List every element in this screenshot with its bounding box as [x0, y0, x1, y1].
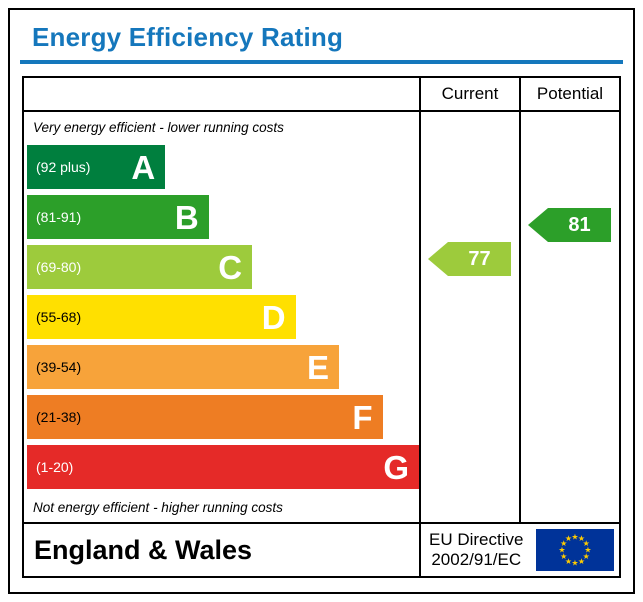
bands: (92 plus) A (81-91) B (69-80) C (55-68) D (39-54…: [24, 142, 419, 492]
svg-text:★: ★: [584, 546, 591, 555]
rating-scale: Very energy efficient - lower running co…: [24, 112, 419, 522]
bottom-caption: Not energy efficient - higher running co…: [33, 499, 283, 515]
band-range-label: (92 plus): [36, 159, 91, 175]
band-bar-c: (69-80) C: [27, 245, 253, 289]
band-letter: B: [174, 198, 199, 236]
band-range-label: (1-20): [36, 459, 74, 475]
band-row-d: (55-68) D: [24, 292, 419, 342]
svg-text:★: ★: [583, 539, 590, 548]
table-header: Current Potential: [24, 78, 619, 112]
eu-directive-label: EU Directive 2002/91/EC: [429, 530, 523, 570]
band-range-label: (55-68): [36, 309, 82, 325]
band-bar-b: (81-91) B: [27, 195, 209, 239]
svg-text:★: ★: [565, 557, 572, 566]
band-letter: F: [352, 398, 373, 436]
potential-column: 81: [519, 112, 619, 522]
svg-text:★: ★: [558, 546, 565, 555]
svg-text:★: ★: [571, 559, 578, 568]
region-label: England & Wales: [34, 534, 253, 565]
band-row-c: (69-80) C: [24, 242, 419, 292]
energy-rating-table: Current Potential Very energy efficient …: [22, 76, 621, 578]
current-arrow-tip-icon: [428, 242, 448, 276]
band-row-e: (39-54) E: [24, 342, 419, 392]
title-underline: [20, 60, 623, 64]
page-title: Energy Efficiency Rating: [32, 22, 344, 52]
table-footer: England & Wales EU Directive 2002/91/EC …: [24, 524, 619, 576]
eu-directive-line1: EU Directive: [429, 529, 524, 549]
svg-text:★: ★: [571, 533, 578, 542]
svg-text:★: ★: [578, 557, 585, 566]
potential-arrow-tip-icon: [528, 208, 548, 242]
chart-body: Very energy efficient - lower running co…: [24, 112, 619, 524]
band-range-label: (21-38): [36, 409, 82, 425]
band-letter: A: [131, 148, 156, 186]
band-bar-d: (55-68) D: [27, 295, 296, 339]
svg-text:★: ★: [565, 534, 572, 543]
current-column-header: Current: [419, 78, 519, 110]
current-rating-value: 77: [448, 242, 511, 276]
band-letter: D: [261, 298, 286, 336]
band-row-f: (21-38) F: [24, 392, 419, 442]
band-bar-g: (1-20) G: [27, 445, 419, 489]
band-bar-a: (92 plus) A: [27, 145, 166, 189]
band-range-label: (81-91): [36, 209, 82, 225]
chart-header-spacer: [24, 78, 419, 110]
band-letter: E: [307, 348, 330, 386]
band-range-label: (39-54): [36, 359, 82, 375]
band-bar-e: (39-54) E: [27, 345, 340, 389]
eu-flag-icon: ★ ★★★★★★★★★★★: [536, 529, 614, 571]
band-letter: C: [218, 248, 243, 286]
band-letter: G: [383, 448, 409, 486]
directive-cell: EU Directive 2002/91/EC ★ ★ ★ ★ ★ ★ ★ ★ ★ ★ ★ ★: [419, 524, 619, 576]
epc-certificate-panel: Energy Efficiency Rating Current Potenti…: [8, 8, 635, 594]
potential-rating-value: 81: [548, 208, 611, 242]
current-column: 77: [419, 112, 519, 522]
band-row-b: (81-91) B: [24, 192, 419, 242]
top-caption: Very energy efficient - lower running co…: [33, 119, 284, 135]
svg-text:★: ★: [560, 539, 567, 548]
potential-rating-arrow: 81: [528, 208, 611, 242]
band-row-g: (1-20) G: [24, 442, 419, 492]
band-row-a: (92 plus) A: [24, 142, 419, 192]
potential-column-header: Potential: [519, 78, 619, 110]
svg-text:★: ★: [560, 552, 567, 561]
current-rating-arrow: 77: [428, 242, 511, 276]
band-range-label: (69-80): [36, 259, 82, 275]
band-bar-f: (21-38) F: [27, 395, 383, 439]
eu-directive-line2: 2002/91/EC: [431, 550, 522, 569]
svg-text:★: ★: [583, 552, 590, 561]
svg-text:★: ★: [578, 534, 585, 543]
